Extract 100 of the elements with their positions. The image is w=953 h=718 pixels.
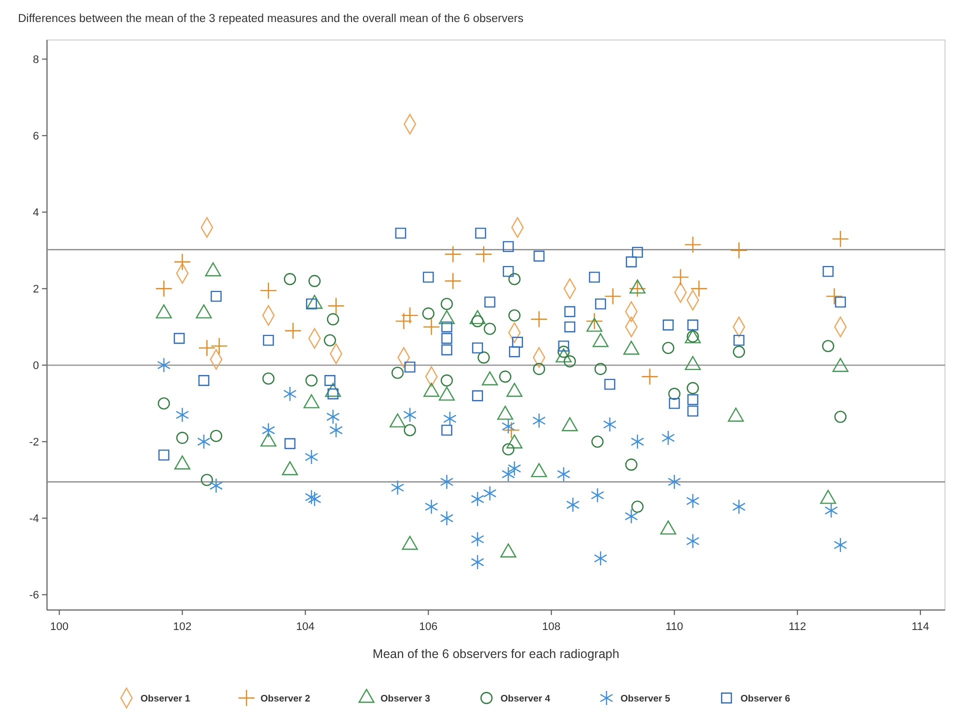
point [732,500,746,514]
legend-label: Observer 4 [500,693,551,704]
point [557,467,570,482]
point [502,467,515,482]
point [305,490,318,504]
point [662,320,674,330]
point [471,492,484,506]
point [422,307,434,320]
y-tick-label: -4 [29,513,39,526]
point [305,374,318,387]
point [532,414,546,428]
point [591,488,604,502]
point [174,332,185,344]
point [499,370,512,383]
point [285,322,302,339]
point [396,313,412,330]
point [484,322,496,335]
point [210,478,223,493]
point [422,272,434,283]
point [324,334,336,346]
point [174,254,190,270]
point [440,298,453,310]
point [176,408,189,422]
point [395,228,406,239]
point [284,438,296,450]
point [686,494,700,508]
y-tick-label: 2 [32,284,39,296]
point [391,366,404,379]
point [604,288,621,304]
legend-label: Observer 1 [140,693,191,704]
point [391,480,404,495]
point [626,256,637,268]
point [176,432,188,444]
point [441,424,452,436]
point [262,423,275,438]
point [625,458,638,471]
point [441,332,452,344]
point [472,342,484,354]
point [631,434,644,449]
y-tick-label: 6 [32,130,39,142]
point [687,320,698,330]
point [668,474,681,489]
point [404,424,416,436]
point [305,450,318,464]
point [210,290,222,302]
legend-label: Observer 6 [740,693,790,704]
point [210,430,222,442]
point [476,246,492,262]
point [484,296,496,308]
point [668,388,680,400]
point [262,334,274,346]
legend-label: Observer 2 [260,693,310,704]
point [284,273,296,286]
x-axis-title: Mean of the 6 observers for each radiograph [372,647,620,661]
x-tick-label: 112 [788,621,806,633]
x-tick-label: 108 [542,621,561,633]
legend-label: Observer 3 [380,693,430,704]
point [588,272,600,283]
point [668,398,680,409]
point [603,417,616,432]
y-tick-label: -2 [29,436,39,449]
point [440,474,454,489]
x-tick-label: 104 [296,621,315,633]
point [440,374,453,387]
point [198,374,210,386]
point [662,342,674,354]
point [441,344,452,356]
y-tick-label: 8 [32,54,39,66]
point [330,423,342,438]
point [624,509,638,524]
point [502,419,515,434]
point [564,306,576,318]
x-tick-label: 100 [50,621,68,633]
y-tick-label: 4 [32,207,39,219]
y-tick-label: -6 [29,590,39,602]
point [532,362,546,376]
point [822,340,834,352]
point [687,406,698,417]
point [158,397,170,410]
point [425,500,438,514]
point [326,313,340,326]
point [631,500,644,513]
point [508,461,521,476]
point [508,346,520,358]
point [686,534,700,548]
point [632,246,643,258]
point [158,450,170,461]
point [824,504,838,518]
point [733,334,744,346]
point [512,336,523,348]
point [326,410,340,424]
point [834,410,847,423]
point [211,338,228,354]
point [308,274,321,288]
point [284,386,296,401]
point [262,372,275,385]
x-tick-label: 110 [666,621,684,633]
point [672,269,689,286]
point [564,321,576,332]
point [687,394,698,406]
